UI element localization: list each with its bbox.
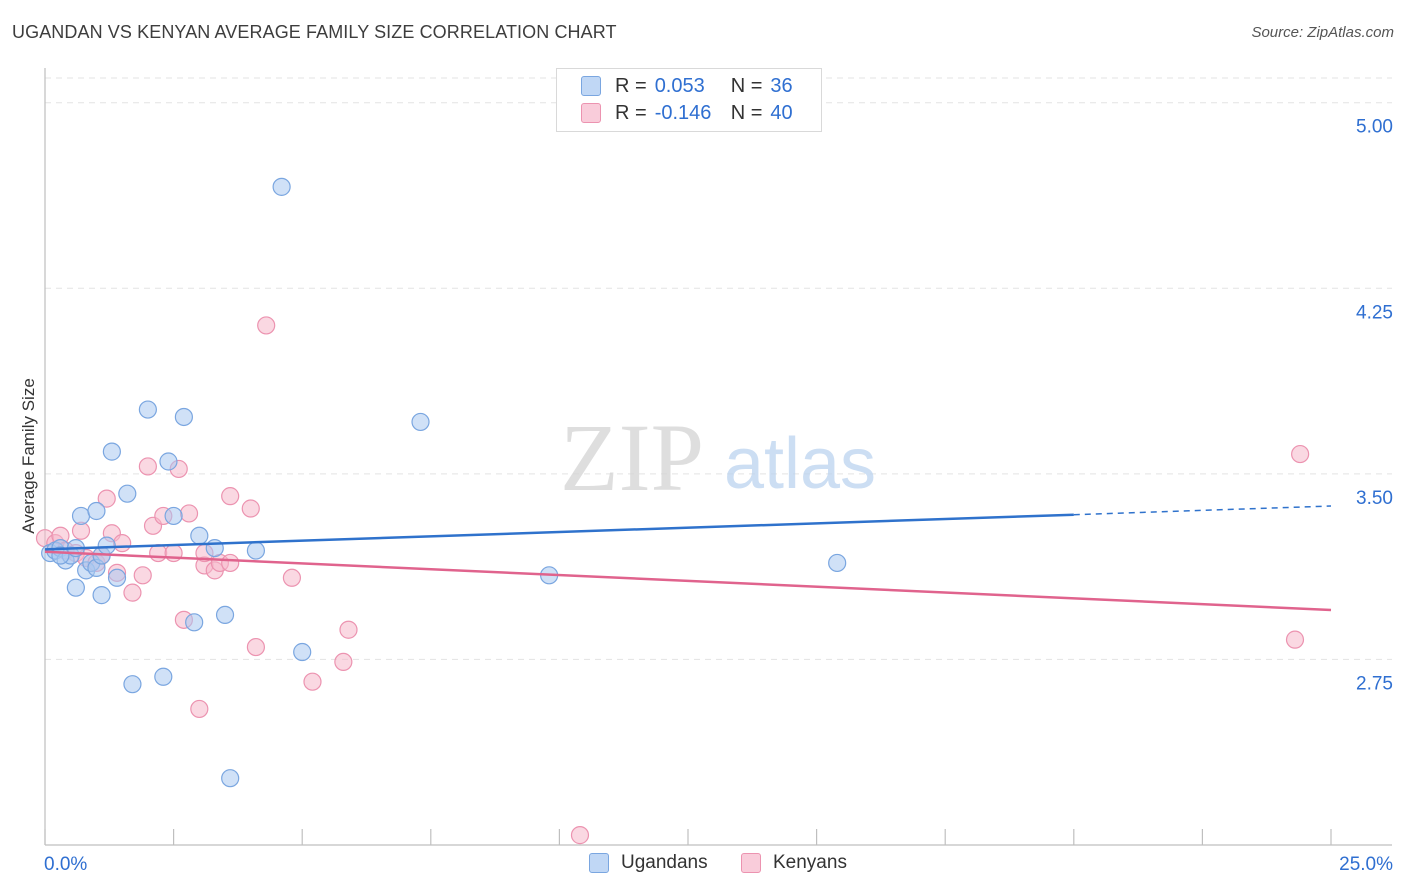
series-legend-ugandans: Ugandans <box>589 852 708 874</box>
ugandan-point <box>138 400 157 419</box>
legend-r-label: R = <box>615 74 647 97</box>
ugandan-point <box>66 578 85 597</box>
ugandan-point <box>159 452 178 471</box>
kenyan-point <box>1285 630 1305 649</box>
kenyan-point <box>282 568 302 587</box>
ugandan-point <box>97 536 116 555</box>
axes <box>44 68 1392 846</box>
legend-r-value: 0.053 <box>654 74 705 97</box>
legend-n-value: 40 <box>770 101 793 124</box>
axis-labels: 2.75 3.50 4.25 5.00 0.0% 25.0% Average Family … <box>19 117 1393 875</box>
ugandan-point <box>71 506 91 526</box>
ugandan-point <box>185 613 204 632</box>
y-tick-label: 4.25 <box>1356 302 1393 323</box>
ugandan-point <box>190 526 209 545</box>
watermark: ZIP atlas <box>560 404 876 511</box>
x-tick-label-min: 0.0% <box>44 854 87 875</box>
kenyan-trend-line <box>44 550 1332 612</box>
ugandan-point <box>118 484 137 503</box>
y-tick-label: 3.50 <box>1356 488 1393 509</box>
kenyan-point <box>123 583 142 602</box>
series-legend-kenyans: Kenyans <box>741 852 847 874</box>
ugandan-point <box>154 667 173 686</box>
legend-swatch-kenyans <box>581 103 601 123</box>
y-tick-label: 2.75 <box>1356 673 1393 694</box>
kenyan-point <box>133 566 152 585</box>
kenyan-point <box>570 826 590 845</box>
ugandan-point <box>205 538 224 558</box>
x-tick-label-max: 25.0% <box>1339 854 1393 875</box>
ugandan-point <box>215 605 235 625</box>
correlation-legend: R = 0.053 N = 36 R = -0.146 N = 40 <box>556 68 822 132</box>
chart-title: UGANDAN VS KENYAN AVERAGE FAMILY SIZE CO… <box>12 22 617 42</box>
legend-row-kenyans: R = -0.146 N = 40 <box>581 100 793 126</box>
legend-n-label: N = <box>730 74 763 97</box>
y-tick-label: 5.00 <box>1356 117 1393 138</box>
watermark-atlas: atlas <box>724 424 876 504</box>
kenyan-point <box>221 487 240 506</box>
ugandan-point <box>92 586 111 605</box>
legend-r-value: -0.146 <box>654 101 712 124</box>
kenyan-point <box>1291 444 1310 464</box>
kenyan-point <box>97 489 116 508</box>
ugandan-point <box>123 675 142 694</box>
ugandan-trend-extension <box>1073 505 1332 516</box>
ugandan-point <box>828 553 847 573</box>
source-label: Source: ZipAtlas.com <box>1251 24 1394 41</box>
watermark-zip: ZIP <box>560 404 704 511</box>
legend-n-value: 36 <box>770 74 793 97</box>
kenyan-point <box>190 699 209 719</box>
legend-row-ugandans: R = 0.053 N = 36 <box>581 73 793 99</box>
ugandan-point <box>411 412 430 432</box>
series-label-kenyans: Kenyans <box>773 852 847 873</box>
kenyan-point <box>257 316 276 335</box>
series-label-ugandans: Ugandans <box>621 852 708 873</box>
kenyan-point <box>334 652 353 672</box>
kenyan-point <box>221 553 240 573</box>
grid-lines <box>45 77 1392 660</box>
kenyan-point <box>113 534 132 553</box>
series-swatch-kenyans <box>741 853 761 873</box>
series-legend: Ugandans Kenyans <box>0 852 1406 878</box>
legend-swatch-ugandans <box>581 76 601 96</box>
legend-n-label: N = <box>730 101 763 124</box>
trend-lines <box>44 505 1332 612</box>
kenyan-point <box>149 543 168 563</box>
ugandan-point <box>87 501 106 521</box>
kenyan-point <box>303 672 322 691</box>
kenyan-point <box>246 637 266 657</box>
ugandan-point <box>107 568 127 587</box>
kenyan-point <box>138 457 157 476</box>
ugandan-point <box>164 506 183 526</box>
kenyan-point <box>339 620 358 639</box>
ugandan-point <box>293 642 312 662</box>
series-swatch-ugandans <box>589 853 609 873</box>
ugandan-point <box>174 407 193 427</box>
ugandan-point <box>272 177 291 196</box>
ugandan-point <box>221 769 240 788</box>
kenyan-point <box>241 499 260 518</box>
legend-r-label: R = <box>615 101 647 124</box>
ugandan-point <box>246 541 266 560</box>
kenyan-point <box>179 504 199 523</box>
y-axis-title: Average Family Size <box>19 378 38 534</box>
ugandan-trend-line <box>44 513 1074 551</box>
ugandan-point <box>102 442 121 461</box>
